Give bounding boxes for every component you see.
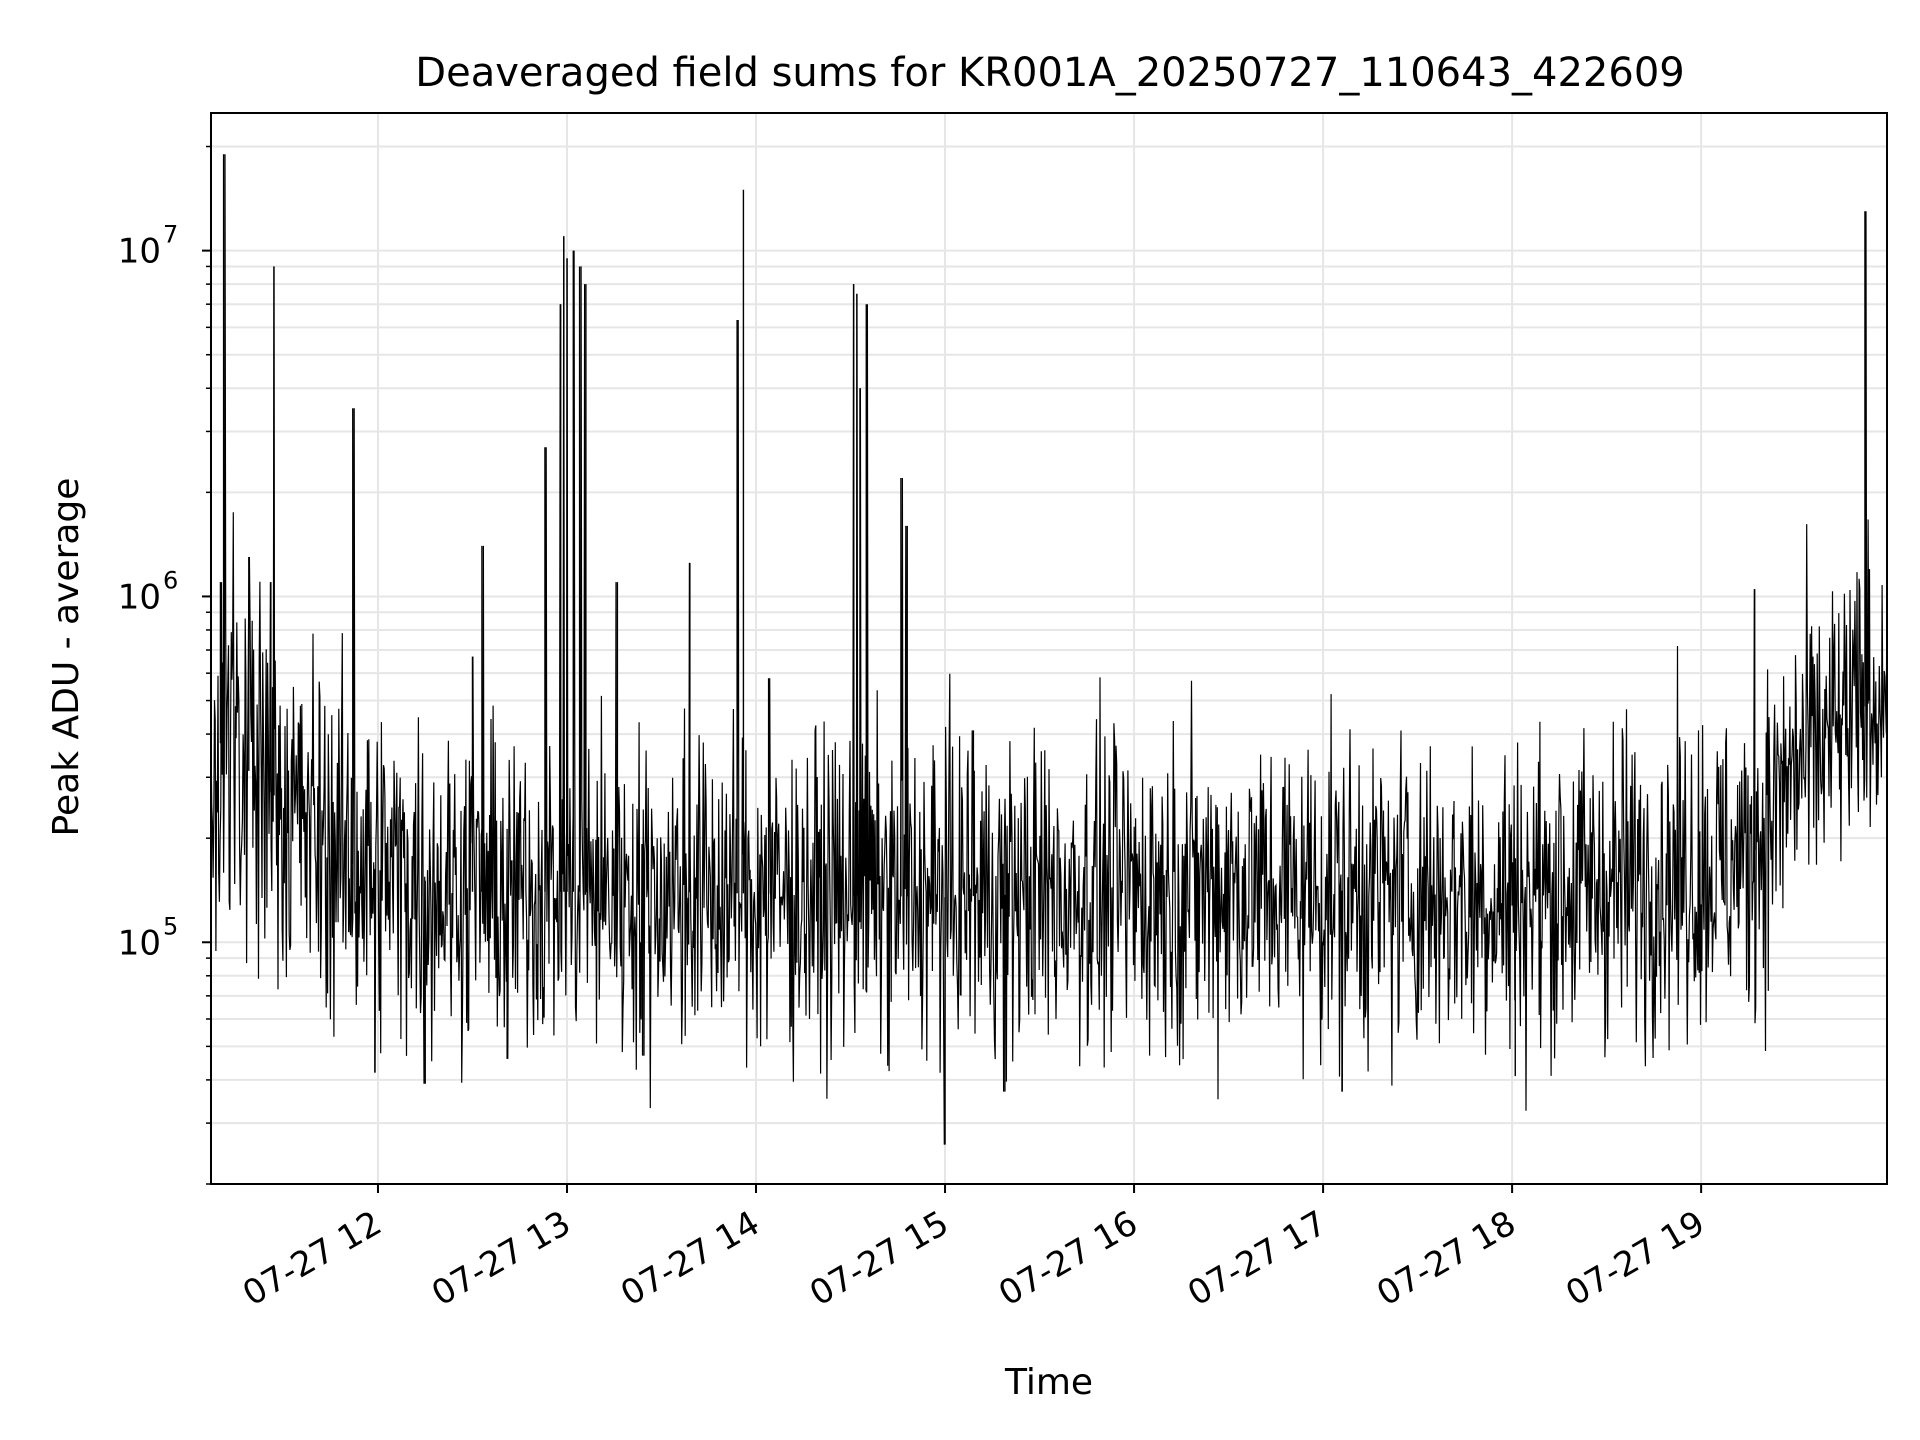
plot-frame [210, 112, 1888, 1185]
y-tick-exponent: 6 [163, 566, 178, 594]
y-tick-label: 10 [118, 232, 161, 272]
y-tick-label: 10 [118, 923, 161, 963]
y-tick-exponent: 7 [163, 221, 178, 249]
series-line [211, 154, 1887, 1145]
chart-title: Deaveraged field sums for KR001A_2025072… [415, 50, 1684, 96]
x-axis: 07-27 12 07-27 13 07-27 14 07-27 15 07-27 16… [236, 1184, 1712, 1314]
series-layer [211, 154, 1887, 1145]
x-tick-label: 07-27 12 [236, 1203, 388, 1314]
y-axis-label: Peak ADU - average [46, 478, 87, 837]
y-tick-exponent: 5 [163, 912, 178, 940]
x-tick-label: 07-27 16 [992, 1203, 1144, 1314]
x-tick-label: 07-27 13 [425, 1203, 577, 1314]
x-tick-label: 07-27 14 [614, 1203, 766, 1314]
x-tick-label: 07-27 17 [1181, 1203, 1333, 1314]
grid [211, 113, 1887, 1185]
y-tick-label: 10 [118, 577, 161, 617]
x-tick-label: 07-27 19 [1559, 1203, 1711, 1314]
x-tick-label: 07-27 15 [803, 1203, 955, 1314]
x-axis-label: Time [1004, 1362, 1093, 1403]
x-tick-label: 07-27 18 [1370, 1203, 1522, 1314]
